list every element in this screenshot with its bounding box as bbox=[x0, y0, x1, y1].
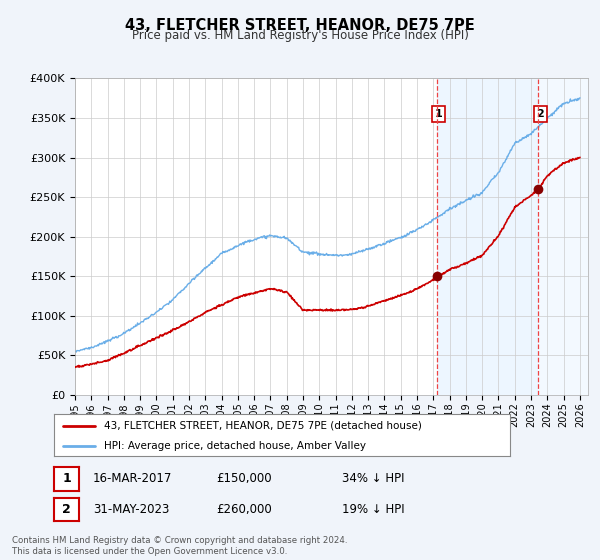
Text: £150,000: £150,000 bbox=[216, 472, 272, 486]
Text: 2: 2 bbox=[62, 503, 71, 516]
Text: 31-MAY-2023: 31-MAY-2023 bbox=[93, 503, 169, 516]
Text: 19% ↓ HPI: 19% ↓ HPI bbox=[342, 503, 404, 516]
Text: 16-MAR-2017: 16-MAR-2017 bbox=[93, 472, 172, 486]
Text: Contains HM Land Registry data © Crown copyright and database right 2024.
This d: Contains HM Land Registry data © Crown c… bbox=[12, 536, 347, 556]
Text: £260,000: £260,000 bbox=[216, 503, 272, 516]
Text: 43, FLETCHER STREET, HEANOR, DE75 7PE (detached house): 43, FLETCHER STREET, HEANOR, DE75 7PE (d… bbox=[104, 421, 422, 431]
Bar bbox=[538, 78, 588, 395]
Text: Price paid vs. HM Land Registry's House Price Index (HPI): Price paid vs. HM Land Registry's House … bbox=[131, 29, 469, 42]
Text: 43, FLETCHER STREET, HEANOR, DE75 7PE: 43, FLETCHER STREET, HEANOR, DE75 7PE bbox=[125, 18, 475, 33]
Text: 34% ↓ HPI: 34% ↓ HPI bbox=[342, 472, 404, 486]
Text: 1: 1 bbox=[434, 109, 442, 119]
Text: 2: 2 bbox=[536, 109, 544, 119]
Text: HPI: Average price, detached house, Amber Valley: HPI: Average price, detached house, Ambe… bbox=[104, 441, 366, 451]
Text: 1: 1 bbox=[62, 472, 71, 486]
Bar bbox=[437, 78, 538, 395]
